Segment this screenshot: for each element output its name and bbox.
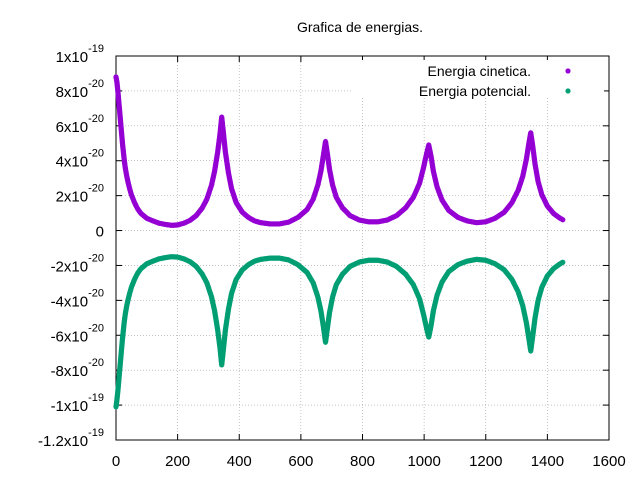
y-tick-label: 1x10-19 <box>56 43 104 66</box>
y-tick-label-exponent: -20 <box>88 183 104 195</box>
x-tick-label: 1000 <box>407 453 440 470</box>
y-tick-label-exponent: -19 <box>88 43 104 55</box>
y-tick-label: -8x10-20 <box>51 357 104 380</box>
y-tick-label-base: 2x10 <box>56 189 89 206</box>
grid-lines <box>116 56 609 440</box>
x-tick-label: 200 <box>165 453 190 470</box>
y-axis-ticks: 1x10-198x10-206x10-204x10-202x10-200-2x1… <box>38 43 609 450</box>
y-tick-label-exponent: -20 <box>88 148 104 160</box>
legend-label: Energia cinetica. <box>427 63 531 79</box>
legend-background <box>352 60 604 96</box>
y-tick-label-exponent: -19 <box>88 392 104 404</box>
x-axis-ticks: 0 200 400 600 800 1000 1200 1400 1600 <box>112 56 626 470</box>
y-tick-label: -1x10-19 <box>51 392 104 415</box>
y-tick-label: -4x10-20 <box>51 287 104 310</box>
y-tick-label-base: 1x10 <box>56 49 89 66</box>
x-tick-label: 1600 <box>592 453 625 470</box>
y-tick-label-exponent: -20 <box>88 287 104 299</box>
y-tick-label-exponent: -20 <box>88 78 104 90</box>
legend: Energia cinetica. Energia potencial. <box>352 60 604 99</box>
y-tick-label-exponent: -20 <box>88 252 104 264</box>
y-tick-label-base: -1.2x10 <box>38 433 88 450</box>
y-tick-label-exponent: -20 <box>88 113 104 125</box>
chart-title: Grafica de energias. <box>297 19 423 35</box>
data-point <box>560 259 566 265</box>
y-tick-label: -1.2x10-19 <box>38 427 104 450</box>
x-tick-label: 600 <box>288 453 313 470</box>
legend-label: Energia potencial. <box>419 83 531 99</box>
y-tick-label: 0 <box>96 224 104 241</box>
y-tick-label-exponent: -20 <box>88 322 104 334</box>
y-tick-label-exponent: -19 <box>88 427 104 439</box>
y-tick-label-base: 4x10 <box>56 154 89 171</box>
x-tick-label: 800 <box>350 453 375 470</box>
x-tick-label: 0 <box>112 453 120 470</box>
y-tick-label: -6x10-20 <box>51 322 104 345</box>
y-tick-label-base: 0 <box>96 224 104 241</box>
y-tick-label-exponent: -20 <box>88 357 104 369</box>
y-tick-label-base: -2x10 <box>51 258 89 275</box>
y-tick-label-base: 8x10 <box>56 84 89 101</box>
y-tick-label: 2x10-20 <box>56 183 104 206</box>
data-point <box>560 217 566 223</box>
x-tick-label: 1400 <box>531 453 564 470</box>
y-tick-label-base: -6x10 <box>51 328 89 345</box>
y-tick-label-base: 6x10 <box>56 119 89 136</box>
legend-marker <box>565 68 571 74</box>
x-tick-label: 1200 <box>469 453 502 470</box>
y-tick-label: 8x10-20 <box>56 78 104 101</box>
y-tick-label: -2x10-20 <box>51 252 104 275</box>
series-energia-cinetica <box>113 74 566 228</box>
x-tick-label: 400 <box>227 453 252 470</box>
legend-marker <box>565 88 571 94</box>
series-layer <box>113 74 566 410</box>
y-tick-label: 6x10-20 <box>56 113 104 136</box>
y-tick-label-base: -8x10 <box>51 363 89 380</box>
y-tick-label-base: -1x10 <box>51 398 89 415</box>
series-energia-potencial <box>113 254 566 410</box>
y-tick-label: 4x10-20 <box>56 148 104 171</box>
y-tick-label-base: -4x10 <box>51 293 89 310</box>
